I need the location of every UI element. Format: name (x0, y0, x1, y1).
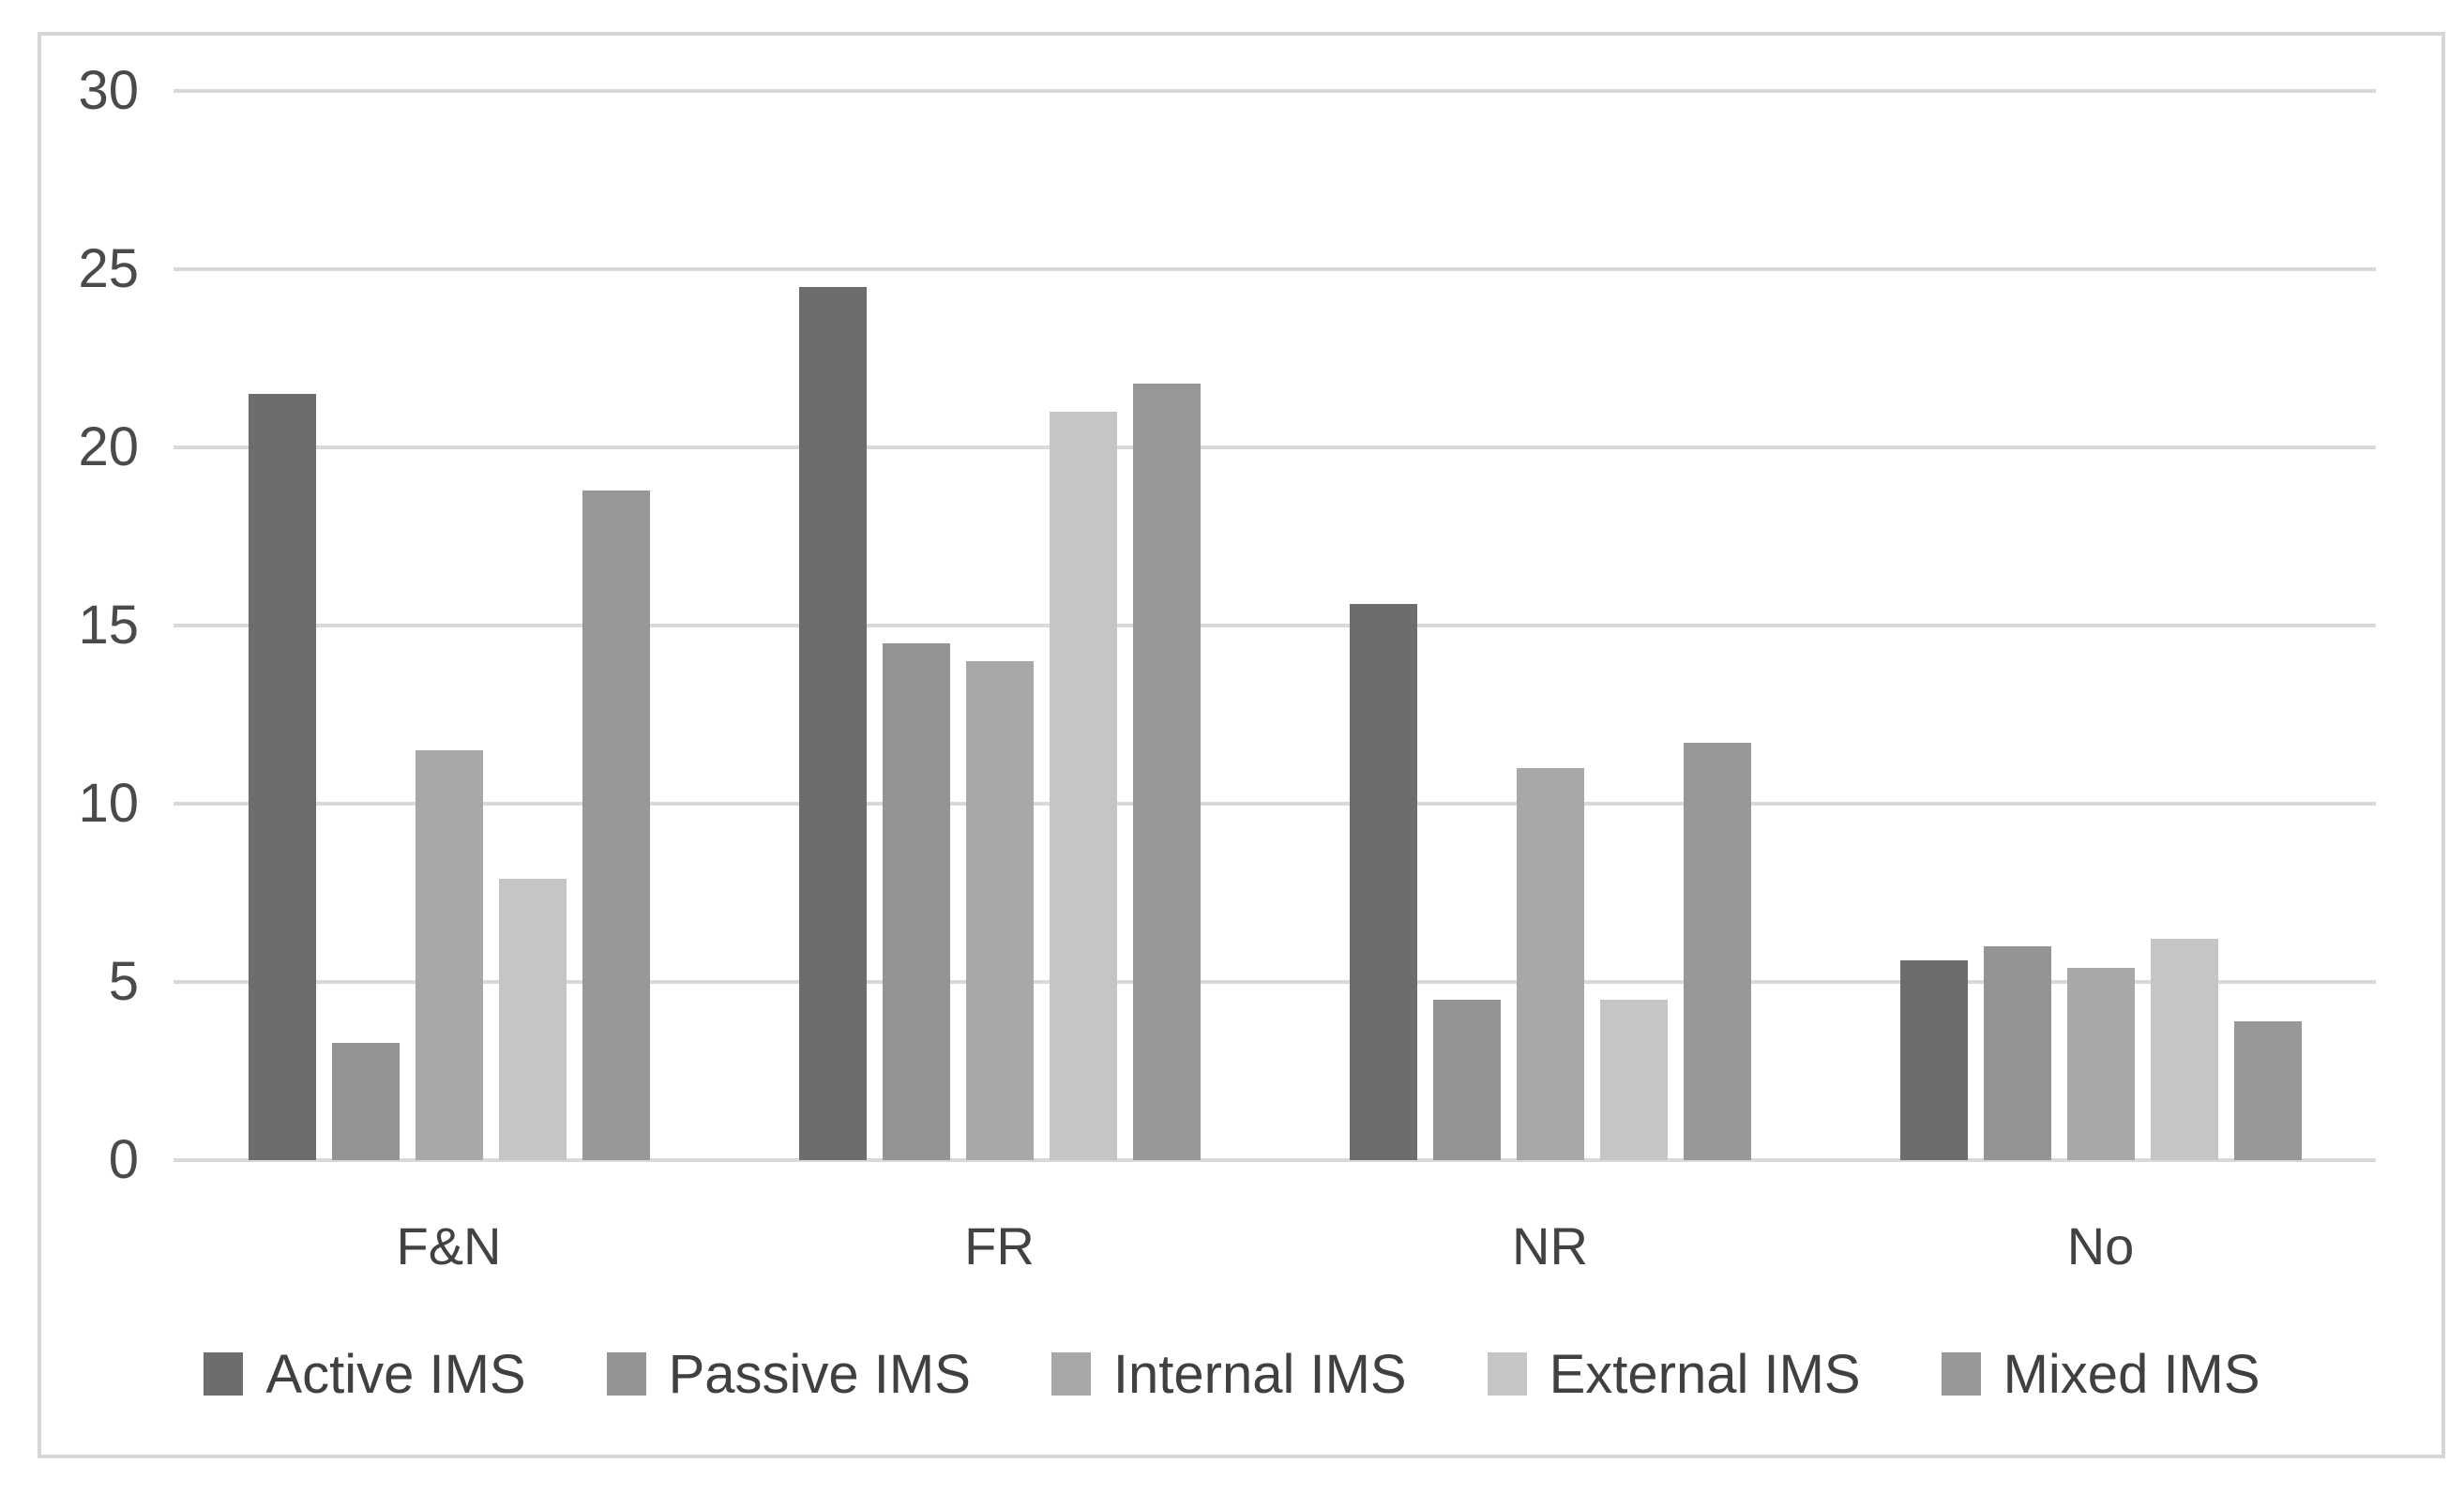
y-tick-label: 30 (78, 60, 139, 121)
legend-label: Mixed IMS (2003, 1343, 2260, 1405)
gridline-30 (174, 89, 2376, 93)
gridline-25 (174, 267, 2376, 271)
bar-f-n-passive-ims (332, 1043, 400, 1160)
bar-no-mixed-ims (2234, 1021, 2302, 1160)
bar-nr-active-ims (1350, 604, 1417, 1160)
legend: Active IMS Passive IMS Internal IMS Externa… (41, 1339, 2423, 1409)
gridline-15 (174, 624, 2376, 627)
x-axis-label-nr: NR (1512, 1216, 1588, 1275)
bar-no-internal-ims (2067, 968, 2135, 1160)
plot-area (174, 89, 2376, 1162)
legend-label: External IMS (1549, 1343, 1861, 1405)
bar-fr-active-ims (799, 287, 867, 1160)
bar-f-n-mixed-ims (582, 490, 650, 1160)
legend-swatch-internal-ims (1051, 1352, 1091, 1396)
x-axis-label-no: No (2066, 1216, 2135, 1275)
bar-f-n-internal-ims (416, 750, 483, 1160)
gridline-20 (174, 445, 2376, 449)
legend-swatch-mixed-ims (1941, 1352, 1981, 1396)
legend-swatch-external-ims (1487, 1352, 1527, 1396)
x-axis-label-f-n: F&N (396, 1216, 502, 1275)
bar-fr-passive-ims (883, 643, 950, 1160)
x-axis-label-fr: FR (964, 1216, 1035, 1275)
y-tick-label: 20 (78, 416, 139, 477)
legend-item-internal-ims: Internal IMS (1051, 1343, 1407, 1406)
y-tick-label: 5 (108, 951, 139, 1012)
legend-swatch-passive-ims (606, 1352, 646, 1396)
legend-swatch-active-ims (204, 1352, 244, 1396)
y-tick-label: 15 (78, 595, 139, 656)
bar-nr-passive-ims (1433, 1000, 1501, 1160)
bar-no-active-ims (1900, 960, 1968, 1160)
y-tick-label: 0 (108, 1129, 139, 1190)
bar-no-passive-ims (1984, 946, 2051, 1160)
bar-fr-external-ims (1050, 412, 1117, 1160)
bar-fr-mixed-ims (1133, 384, 1201, 1160)
gridline-5 (174, 980, 2376, 984)
gridline-0 (174, 1158, 2376, 1162)
y-tick-label: 25 (78, 238, 139, 299)
legend-item-passive-ims: Passive IMS (606, 1343, 971, 1406)
bar-nr-external-ims (1600, 1000, 1668, 1160)
bar-nr-mixed-ims (1684, 743, 1751, 1160)
bar-nr-internal-ims (1517, 768, 1584, 1160)
legend-label: Internal IMS (1112, 1343, 1407, 1405)
y-tick-label: 10 (78, 773, 139, 834)
legend-label: Active IMS (265, 1343, 526, 1405)
legend-item-external-ims: External IMS (1487, 1343, 1861, 1406)
legend-item-active-ims: Active IMS (204, 1343, 526, 1406)
legend-label: Passive IMS (668, 1343, 971, 1405)
bar-no-external-ims (2151, 939, 2218, 1160)
bar-f-n-active-ims (249, 394, 316, 1160)
bar-f-n-external-ims (499, 879, 567, 1160)
bar-fr-internal-ims (966, 661, 1034, 1160)
legend-item-mixed-ims: Mixed IMS (1941, 1343, 2260, 1406)
gridline-10 (174, 802, 2376, 806)
